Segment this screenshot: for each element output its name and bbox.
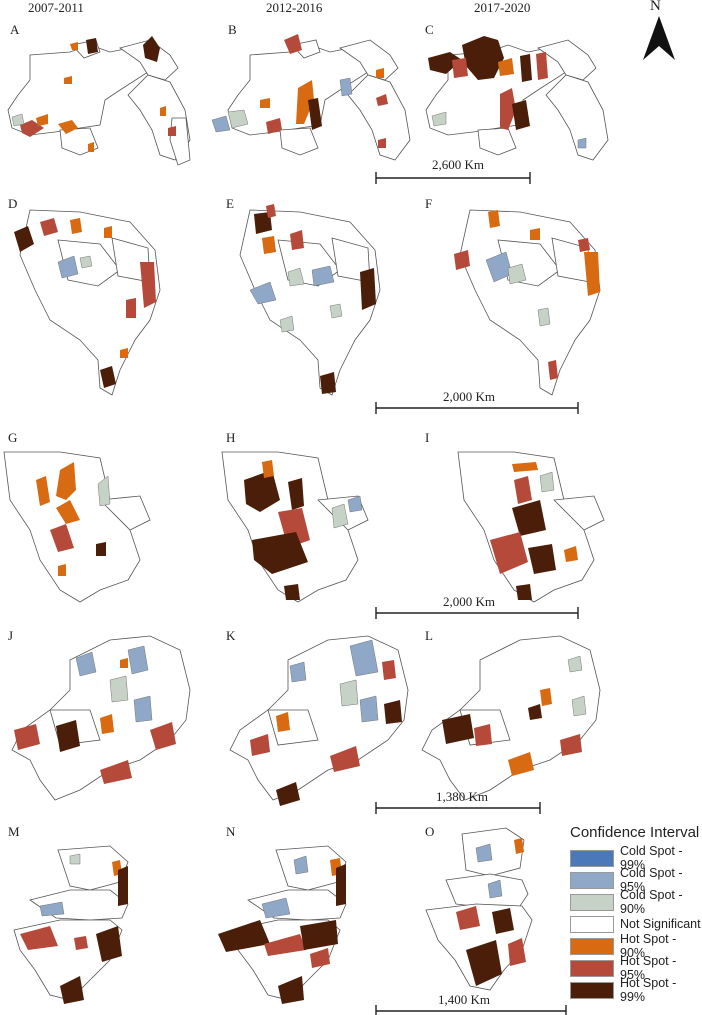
- map-panel-g: [3, 451, 151, 603]
- panel-label-c: C: [425, 22, 434, 37]
- legend-swatch: [570, 871, 614, 889]
- map-panel-a: [7, 39, 191, 166]
- legend-item-hot-90: Hot Spot - 90%: [570, 932, 702, 960]
- scale-label-row2: 2,000 Km: [443, 389, 495, 404]
- scale-bar-row4: [375, 802, 541, 814]
- panel-label-o: O: [425, 824, 435, 839]
- map-panel-m: [13, 845, 129, 1001]
- legend-label: Cold Spot - 99%: [620, 844, 683, 872]
- legend-label: Cold Spot - 95%: [620, 866, 683, 894]
- map-panel-a-spots: [11, 36, 176, 152]
- legend-label: Hot Spot - 99%: [620, 976, 677, 1004]
- legend-swatch: [570, 849, 614, 867]
- legend-item-not-significant: Not Significant: [570, 913, 702, 935]
- panel-label-m: M: [8, 824, 20, 839]
- map-panel-e-spots: [249, 204, 376, 394]
- legend-label: Not Significant: [620, 917, 701, 931]
- scale-label-row4: 1,380 Km: [436, 789, 488, 804]
- panel-label-b: B: [228, 22, 237, 37]
- legend-item-cold-90: Cold Spot - 90%: [570, 888, 702, 916]
- panel-label-n: N: [226, 824, 236, 839]
- column-header-2007-2011: 2007-2011: [28, 0, 84, 15]
- map-panel-f-spots: [454, 210, 600, 380]
- map-panel-g-spots: [36, 462, 111, 576]
- legend-item-cold-95: Cold Spot - 95%: [570, 866, 702, 894]
- legend-title: Confidence Interval: [570, 824, 700, 841]
- map-panel-j-spots: [14, 645, 176, 784]
- legend-swatch: [570, 937, 614, 955]
- map-panel-d-spots: [14, 218, 156, 388]
- column-header-2017-2020: 2017-2020: [474, 0, 531, 15]
- scale-label-row1: 2,600 Km: [432, 157, 484, 172]
- legend-item-cold-99: Cold Spot - 99%: [570, 844, 702, 872]
- panel-label-i: I: [425, 430, 430, 445]
- legend-swatch: [570, 893, 614, 911]
- map-panel-m-spots: [20, 853, 128, 1004]
- legend-item-hot-99: Hot Spot - 99%: [570, 976, 702, 1004]
- legend-label: Hot Spot - 95%: [620, 954, 677, 982]
- legend-label: Cold Spot - 90%: [620, 888, 683, 916]
- map-panel-h-spots: [244, 460, 363, 600]
- column-header-2012-2016: 2012-2016: [266, 0, 323, 15]
- map-panel-l-spots: [442, 655, 587, 776]
- north-arrow-icon: [643, 16, 675, 60]
- map-panel-k: [229, 635, 409, 801]
- panel-label-d: D: [8, 196, 18, 211]
- panel-label-a: A: [10, 22, 20, 37]
- scale-label-row3: 2,000 Km: [443, 594, 495, 609]
- legend-swatch: [570, 915, 614, 933]
- legend-swatch: [570, 959, 614, 977]
- north-label: N: [650, 0, 661, 14]
- panel-label-e: E: [226, 196, 234, 211]
- legend-item-hot-95: Hot Spot - 95%: [570, 954, 702, 982]
- scale-bar-row3: [375, 607, 579, 619]
- panel-label-k: K: [226, 628, 236, 643]
- map-panel-n-spots: [218, 855, 346, 1004]
- map-panel-i-spots: [490, 462, 578, 600]
- legend-label: Hot Spot - 90%: [620, 932, 677, 960]
- panel-label-l: L: [425, 628, 433, 643]
- map-panel-k-spots: [250, 639, 402, 806]
- scale-bar-row1: [375, 172, 531, 184]
- panel-label-g: G: [8, 430, 18, 445]
- scale-label-row5: 1,400 Km: [438, 992, 490, 1007]
- panel-label-f: F: [425, 196, 433, 211]
- map-panel-o-spots: [456, 838, 526, 986]
- scale-bar-row5: [375, 1005, 567, 1015]
- map-panel-d: [19, 209, 161, 396]
- scale-bar-row2: [375, 402, 579, 414]
- map-panel-c-spots: [428, 36, 587, 149]
- panel-label-h: H: [226, 430, 236, 445]
- legend: Confidence Interval Cold Spot - 99% Cold…: [570, 824, 702, 1004]
- panel-label-j: J: [8, 628, 14, 643]
- map-panel-b-spots: [211, 34, 388, 148]
- legend-swatch: [570, 981, 614, 999]
